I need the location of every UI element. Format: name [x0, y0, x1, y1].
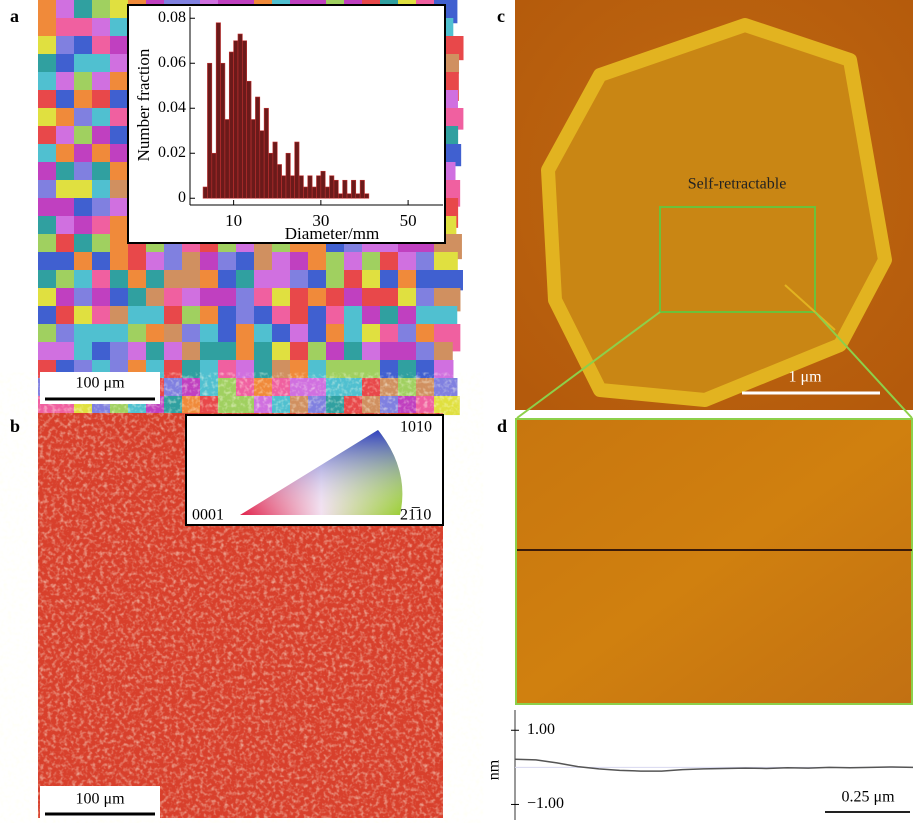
- bar: [229, 52, 233, 198]
- bar: [334, 180, 338, 198]
- panel-label: d: [497, 416, 507, 436]
- x-tick-label: 50: [400, 211, 417, 230]
- scale-bar-label: 100 μm: [75, 791, 125, 808]
- y-tick-label: 0.08: [158, 9, 186, 26]
- bar: [286, 153, 290, 198]
- grain: [38, 162, 57, 181]
- ipf-label: 1010: [400, 419, 432, 436]
- bar: [221, 63, 225, 198]
- grain: [92, 342, 112, 362]
- x-axis-label: Diameter/mm: [285, 224, 379, 243]
- bar: [317, 176, 321, 199]
- ipf-label: 0001: [192, 507, 224, 524]
- y-axis-label: nm: [486, 759, 503, 780]
- bar: [282, 176, 286, 199]
- grain: [146, 324, 166, 344]
- grain: [434, 342, 453, 360]
- panel-label: b: [10, 416, 20, 436]
- grain: [146, 342, 164, 362]
- panel-label: a: [10, 6, 19, 26]
- y-tick-label: 0: [178, 189, 186, 206]
- grain: [110, 342, 131, 361]
- histogram-inset: [128, 5, 445, 243]
- grain: [200, 288, 220, 307]
- scale-bar-label: 1 μm: [788, 369, 822, 386]
- bar: [225, 120, 229, 199]
- panel-label: c: [497, 6, 505, 26]
- grain: [218, 288, 238, 308]
- bar: [325, 187, 329, 198]
- grain: [290, 252, 309, 271]
- grain: [92, 234, 111, 253]
- bar: [347, 194, 351, 199]
- bar: [207, 63, 211, 198]
- x-tick-label: 10: [225, 211, 242, 230]
- grain: [434, 252, 458, 271]
- scale-bar-label: 0.25 μm: [841, 789, 895, 806]
- y-tick-label: −1.00: [527, 795, 564, 812]
- bar: [273, 142, 277, 198]
- grain: [272, 378, 291, 397]
- y-tick-label: 1.00: [527, 721, 555, 738]
- bar: [269, 153, 273, 198]
- grain: [434, 396, 460, 415]
- bar: [234, 41, 238, 199]
- bar: [277, 165, 281, 199]
- bar: [308, 176, 312, 199]
- grain: [548, 25, 885, 400]
- annotation: Self-retractable: [688, 176, 787, 193]
- grain: [92, 306, 113, 324]
- bar: [343, 180, 347, 198]
- profile-trace: [515, 759, 913, 771]
- grain: [344, 360, 364, 380]
- y-tick-label: 0.04: [158, 99, 186, 116]
- grain: [74, 288, 92, 306]
- ipf-label: 21̅10: [400, 507, 431, 524]
- bar: [338, 194, 342, 199]
- afm-zoom-image: [516, 419, 912, 704]
- bar: [203, 187, 207, 198]
- bar: [321, 171, 325, 198]
- grain: [326, 252, 345, 272]
- grain: [110, 36, 129, 55]
- scale-bar-label: 100 μm: [75, 375, 125, 392]
- bar: [303, 187, 307, 198]
- grain: [398, 396, 418, 415]
- bar: [251, 120, 255, 199]
- bar: [330, 176, 334, 199]
- bar: [260, 131, 264, 199]
- bar: [351, 180, 355, 198]
- bar: [360, 180, 364, 198]
- bar: [364, 194, 368, 199]
- y-tick-label: 0.06: [158, 54, 186, 71]
- grain: [56, 216, 75, 234]
- bar: [299, 176, 303, 199]
- bar: [264, 108, 268, 198]
- grain: [434, 270, 463, 290]
- grain: [110, 216, 129, 237]
- bar: [356, 194, 360, 199]
- grain: [362, 252, 382, 272]
- bar: [216, 23, 220, 199]
- bar: [295, 142, 299, 198]
- grain: [110, 252, 129, 272]
- figure: 1 μm Self-retractable nm 0.25 μm 100 μm …: [0, 0, 915, 823]
- grain: [164, 288, 183, 307]
- bar: [312, 187, 316, 198]
- grain: [218, 270, 239, 289]
- bar: [238, 34, 242, 198]
- y-axis-label: Number fraction: [134, 48, 153, 161]
- bar: [212, 153, 216, 198]
- bar: [247, 81, 251, 198]
- bar: [255, 97, 259, 198]
- bar: [290, 176, 294, 199]
- grain: [74, 162, 92, 183]
- bar: [242, 41, 246, 199]
- y-tick-label: 0.02: [158, 144, 186, 161]
